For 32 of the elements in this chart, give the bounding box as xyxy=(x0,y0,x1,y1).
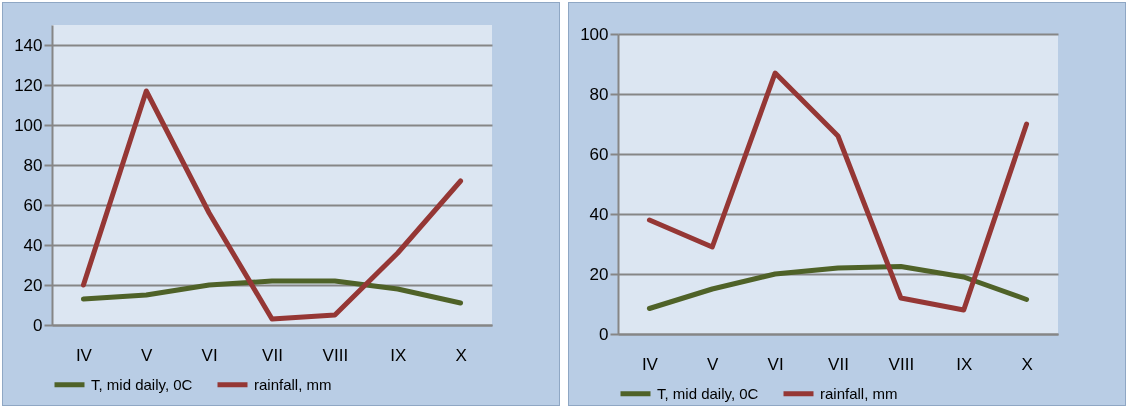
x-tick-label: IV xyxy=(75,345,93,365)
x-tick-label: IX xyxy=(956,354,973,374)
y-tick-label: 100 xyxy=(580,24,609,44)
x-tick-label: VII xyxy=(828,354,849,374)
x-tick-label: X xyxy=(1021,354,1033,374)
legend-label: T, mid daily, 0C xyxy=(657,384,759,402)
y-tick-label: 80 xyxy=(23,155,43,175)
x-tick-label: VI xyxy=(767,354,784,374)
x-tick-label: VI xyxy=(201,345,218,365)
x-tick-label: VIII xyxy=(322,345,349,365)
x-tick-label: IX xyxy=(390,345,407,365)
y-tick-label: 60 xyxy=(589,144,609,164)
x-tick-label: VIII xyxy=(888,354,915,374)
x-tick-label: V xyxy=(141,345,154,365)
legend-label: rainfall, mm xyxy=(254,375,332,393)
y-tick-label: 0 xyxy=(33,315,43,335)
legend-label: T, mid daily, 0C xyxy=(91,375,193,393)
x-tick-label: IV xyxy=(641,354,659,374)
x-tick-label: VII xyxy=(262,345,283,365)
y-tick-label: 140 xyxy=(14,35,43,55)
y-tick-label: 20 xyxy=(23,275,43,295)
y-tick-label: 120 xyxy=(14,75,43,95)
y-tick-label: 20 xyxy=(589,264,609,284)
y-tick-label: 80 xyxy=(589,84,609,104)
y-tick-label: 60 xyxy=(23,195,43,215)
y-tick-label: 0 xyxy=(599,324,609,344)
x-tick-label: V xyxy=(707,354,720,374)
y-tick-label: 40 xyxy=(589,204,609,224)
legend-label: rainfall, mm xyxy=(820,384,898,402)
x-tick-label: X xyxy=(455,345,467,365)
y-tick-label: 40 xyxy=(23,235,43,255)
y-tick-label: 100 xyxy=(14,115,43,135)
